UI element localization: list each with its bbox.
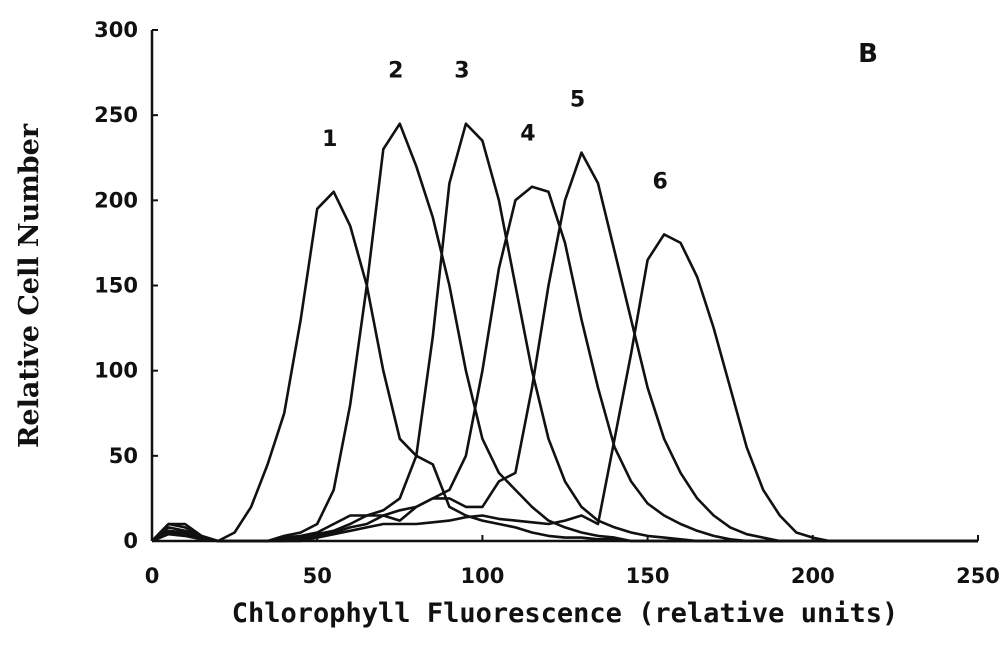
y-tick-label: 200 bbox=[94, 188, 138, 212]
series-line bbox=[151, 122, 978, 543]
y-tick-label: 300 bbox=[94, 18, 138, 42]
panel-label: B bbox=[858, 39, 878, 69]
y-axis-title: Relative Cell Number bbox=[14, 123, 45, 448]
x-tick-label: 150 bbox=[626, 564, 670, 588]
x-axis-title: Chlorophyll Fluorescence (relative units… bbox=[232, 598, 898, 629]
series-label: 3 bbox=[454, 59, 469, 84]
y-tick-label: 100 bbox=[94, 359, 138, 383]
y-tick-label: 250 bbox=[94, 103, 138, 127]
y-tick-label: 150 bbox=[94, 274, 138, 298]
series-label: 2 bbox=[388, 59, 403, 84]
series-label: 1 bbox=[322, 127, 337, 152]
series-label: 6 bbox=[652, 169, 667, 194]
series-line bbox=[151, 185, 978, 543]
x-tick-label: 100 bbox=[460, 564, 504, 588]
series-label: 4 bbox=[520, 122, 535, 147]
y-tick-label: 0 bbox=[123, 529, 138, 553]
x-tick-label: 200 bbox=[791, 564, 835, 588]
x-tick-label: 0 bbox=[145, 564, 160, 588]
series-line bbox=[151, 233, 978, 543]
series-label: 5 bbox=[570, 88, 585, 113]
x-tick-label: 250 bbox=[956, 564, 1000, 588]
x-tick-label: 50 bbox=[303, 564, 332, 588]
y-tick-label: 50 bbox=[109, 444, 138, 468]
